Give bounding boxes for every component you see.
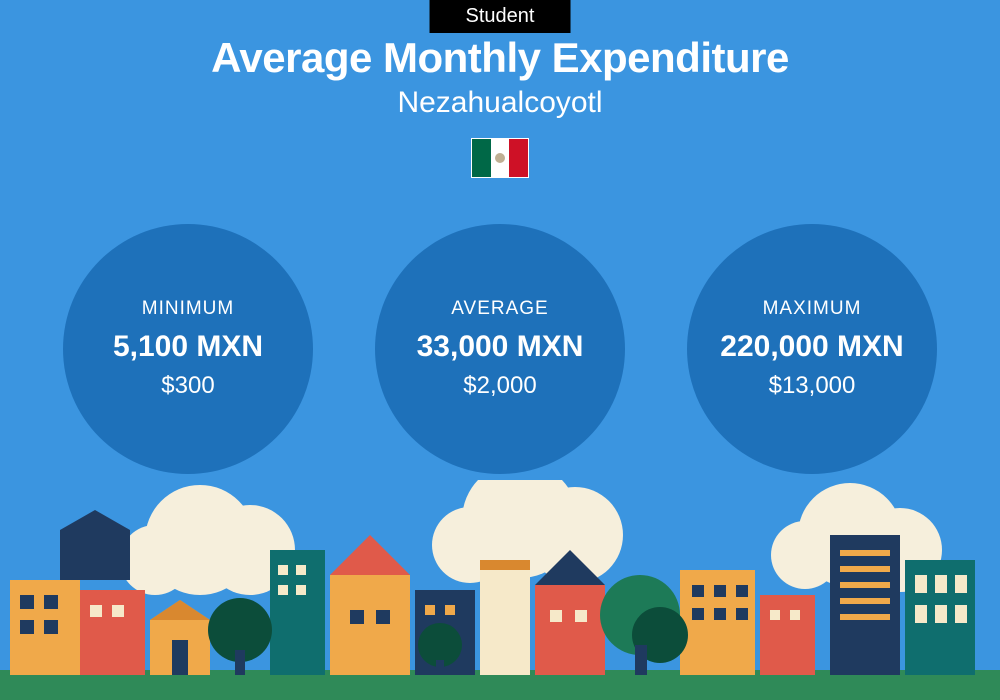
- stat-main-value: 220,000 MXN: [720, 330, 903, 364]
- location-subtitle: Nezahualcoyotl: [0, 86, 1000, 120]
- stat-main-value: 33,000 MXN: [417, 330, 584, 364]
- flag-icon: [471, 138, 529, 178]
- header: Average Monthly Expenditure Nezahualcoyo…: [0, 34, 1000, 183]
- stat-sub-value: $13,000: [769, 372, 856, 400]
- stat-main-value: 5,100 MXN: [113, 330, 263, 364]
- cloud-icon: [120, 480, 942, 595]
- badge-text: Student: [466, 5, 535, 27]
- stat-label: MINIMUM: [142, 298, 234, 320]
- page-title: Average Monthly Expenditure: [0, 34, 1000, 82]
- stat-sub-value: $2,000: [463, 372, 536, 400]
- category-badge: Student: [430, 0, 571, 33]
- flag-emblem: [495, 153, 505, 163]
- stats-row: MINIMUM 5,100 MXN $300 AVERAGE 33,000 MX…: [0, 224, 1000, 474]
- stat-label: AVERAGE: [451, 298, 548, 320]
- stat-circle-average: AVERAGE 33,000 MXN $2,000: [375, 224, 625, 474]
- cityscape-illustration: [0, 480, 1000, 700]
- stat-sub-value: $300: [161, 372, 214, 400]
- stat-circle-maximum: MAXIMUM 220,000 MXN $13,000: [687, 224, 937, 474]
- stat-label: MAXIMUM: [763, 298, 862, 320]
- stat-circle-minimum: MINIMUM 5,100 MXN $300: [63, 224, 313, 474]
